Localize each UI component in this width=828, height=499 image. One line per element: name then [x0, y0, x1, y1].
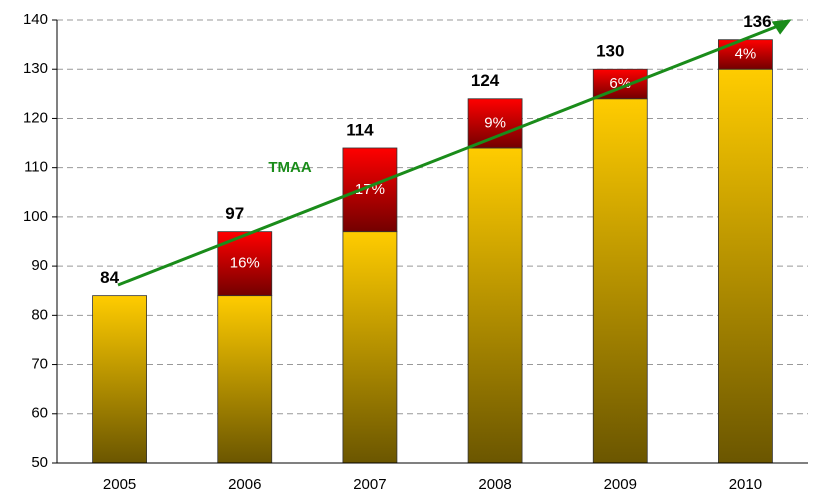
- x-tick-label: 2008: [478, 476, 511, 493]
- bar-segment: [217, 231, 273, 297]
- x-tick-label: 2009: [604, 476, 637, 493]
- annotation: TMAA: [268, 159, 311, 176]
- y-tick-label: 110: [24, 159, 48, 176]
- y-tick-label: 60: [31, 405, 48, 422]
- bar-segment: [467, 147, 523, 464]
- y-tick-label: 140: [23, 11, 48, 28]
- bar-segment: [217, 295, 273, 464]
- total-label: 114: [346, 120, 374, 139]
- bar-segment: [92, 295, 147, 464]
- segment-label: 17%: [355, 181, 385, 198]
- total-label: 97: [225, 204, 244, 223]
- y-tick-label: 120: [23, 109, 48, 126]
- segment-label: 16%: [230, 255, 260, 272]
- bar-segment: [467, 98, 523, 149]
- total-label: 136: [743, 12, 771, 31]
- y-tick-label: 70: [31, 356, 48, 373]
- segment-label: 6%: [609, 75, 631, 92]
- x-tick-label: 2006: [228, 476, 261, 493]
- bar-segment: [718, 68, 773, 464]
- x-tick-label: 2005: [103, 476, 136, 493]
- segment-label: 4%: [735, 45, 757, 62]
- total-label: 84: [100, 268, 119, 287]
- y-tick-label: 100: [23, 208, 48, 225]
- y-tick-label: 130: [23, 60, 48, 77]
- bar-segment: [592, 98, 648, 464]
- bar-segment: [342, 147, 398, 233]
- y-tick-label: 50: [31, 454, 48, 471]
- total-label: 130: [596, 42, 624, 61]
- bar-segment: [342, 231, 398, 464]
- x-tick-label: 2010: [729, 476, 762, 493]
- segment-label: 9%: [484, 114, 506, 131]
- trend-arrow: [117, 24, 779, 287]
- x-tick-label: 2007: [353, 476, 386, 493]
- arrow-head: [771, 19, 792, 35]
- y-tick-label: 90: [31, 257, 48, 274]
- y-tick-label: 80: [31, 306, 48, 323]
- total-label: 124: [471, 71, 500, 90]
